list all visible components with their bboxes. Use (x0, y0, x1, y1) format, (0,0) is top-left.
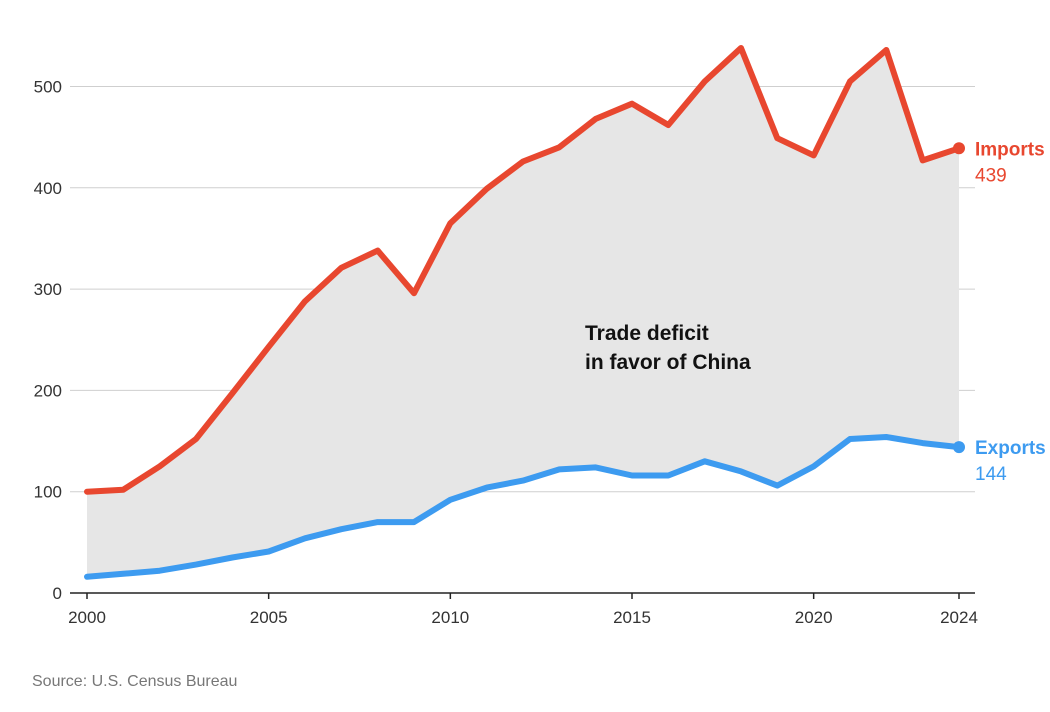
y-tick-label: 400 (34, 179, 62, 198)
series-lines (84, 45, 965, 580)
imports-line (84, 45, 962, 495)
exports-end-value: 144 (975, 464, 1007, 485)
exports-line (84, 434, 962, 580)
x-tick-label: 2005 (250, 608, 288, 627)
axes: 2000 2005 2010 2015 2020 2024 (68, 592, 978, 627)
y-tick-label: 300 (34, 280, 62, 299)
end-labels: Imports 439 Exports 144 (975, 139, 1046, 485)
imports-end-label: Imports (975, 139, 1045, 160)
x-tick-label: 2015 (613, 608, 651, 627)
imports-end-marker (953, 142, 965, 155)
source-note: Source: U.S. Census Bureau (32, 673, 237, 690)
x-tick-label: 2010 (431, 608, 469, 627)
annotation-line-2: in favor of China (585, 351, 751, 374)
annotation-line-1: Trade deficit (585, 322, 709, 345)
exports-end-marker (953, 441, 965, 454)
y-tick-label: 500 (34, 78, 62, 97)
y-tick-label: 0 (53, 584, 62, 603)
imports-end-value: 439 (975, 165, 1007, 186)
deficit-area (87, 48, 959, 577)
y-tick-label: 100 (34, 483, 62, 502)
y-tick-label: 200 (34, 381, 62, 400)
x-tick-label: 2020 (795, 608, 833, 627)
x-tick-label: 2000 (68, 608, 106, 627)
x-tick-label: 2024 (940, 608, 978, 627)
annotation: Trade deficit in favor of China (585, 322, 751, 374)
exports-end-label: Exports (975, 438, 1046, 459)
